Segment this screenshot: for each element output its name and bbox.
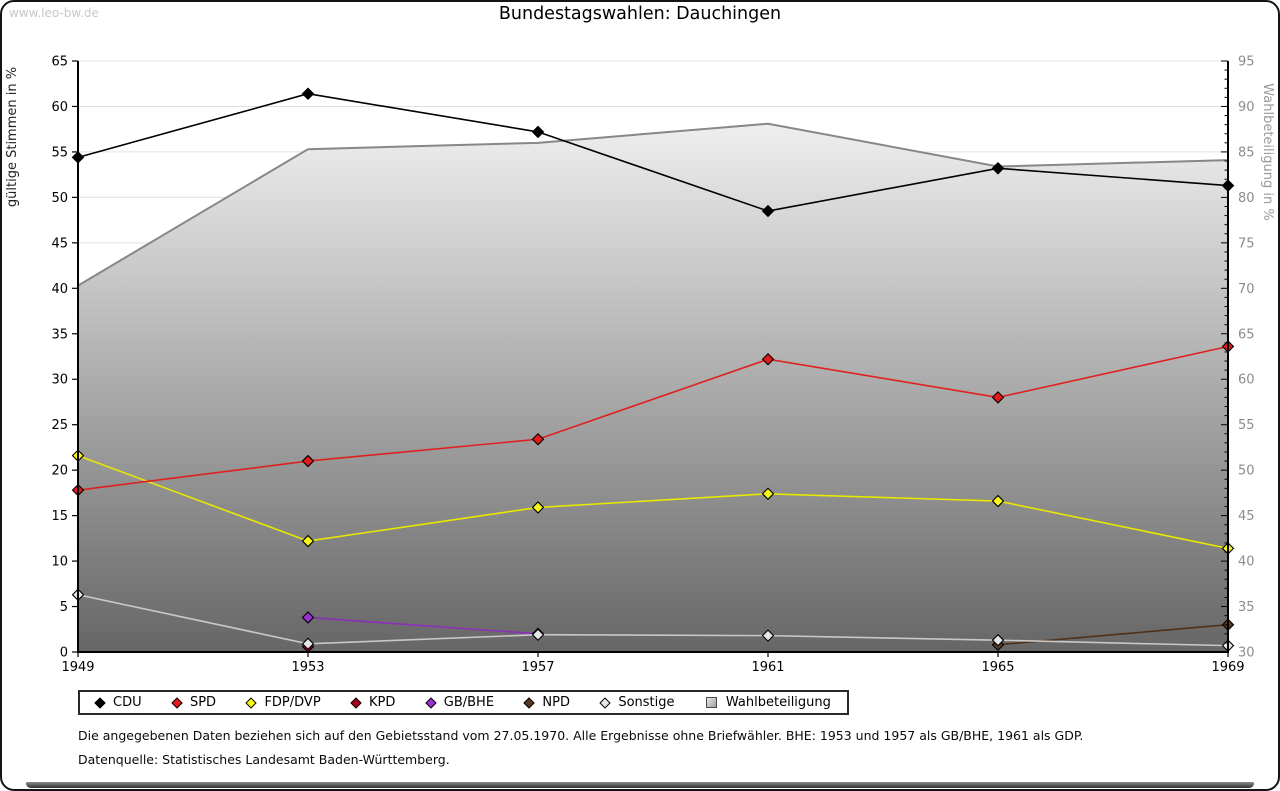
right-tick-label: 45	[1238, 509, 1255, 524]
left-tick-label: 35	[51, 327, 68, 342]
right-tick-label: 35	[1238, 600, 1255, 615]
x-tick-label-1965: 1965	[981, 660, 1014, 675]
participation-line	[77, 122, 1229, 287]
series-line-cdu	[77, 92, 1229, 212]
series-line-sonstige	[77, 593, 1229, 647]
data-point-fdp-dvp-1961	[761, 487, 775, 501]
data-point-spd-1953	[301, 454, 315, 468]
election-line-chart: 0 5 10 15 20 25 30 35 40 45 50 55 60 65 30 35 40 45 50 55 60…	[5, 55, 1275, 676]
right-tick-label: 65	[1238, 327, 1255, 342]
legend-item-sonstige: Sonstige	[599, 695, 675, 710]
left-tick-label: 10	[51, 555, 68, 570]
data-point-spd-1957	[531, 432, 545, 446]
legend-diamond-icon	[599, 696, 612, 709]
chart-title: Bundestagswahlen: Dauchingen	[498, 4, 782, 24]
right-tick-label: 85	[1238, 145, 1255, 160]
chart-legend: CDU SPD FDP/DVP KPD GB/BHE NPD Sonstige Wahlbet…	[78, 690, 849, 715]
data-point-fdp-dvp-1957	[531, 501, 545, 514]
data-point-sonstige-1965	[991, 633, 1005, 647]
x-tick-label-1949: 1949	[61, 660, 94, 675]
left-tick-label: 25	[51, 418, 68, 433]
data-point-cdu-1961	[761, 204, 775, 218]
right-tick-label: 30	[1238, 646, 1255, 661]
left-tick-label: 40	[51, 282, 68, 297]
legend-item-spd: SPD	[171, 695, 217, 710]
x-tick-label-1957: 1957	[521, 660, 554, 675]
data-point-spd-1961	[761, 352, 775, 366]
series-line-spd	[77, 345, 1229, 491]
left-tick-label: 50	[51, 191, 68, 206]
right-tick-label: 50	[1238, 464, 1255, 479]
data-point-cdu-1965	[991, 162, 1005, 175]
legend-diamond-icon	[523, 696, 536, 709]
right-tick-label: 75	[1238, 236, 1255, 251]
right-tick-label: 60	[1238, 373, 1255, 388]
left-tick-label: 45	[51, 236, 68, 251]
data-point-sonstige-1957	[531, 628, 545, 642]
series-line-gb-bhe	[307, 616, 539, 635]
x-tick-label-1969: 1969	[1211, 660, 1244, 675]
left-tick-label: 60	[51, 100, 68, 115]
right-tick-label: 90	[1238, 100, 1255, 115]
right-tick-label: 40	[1238, 555, 1255, 570]
left-tick-label: 30	[51, 373, 68, 388]
legend-item-kpd: KPD	[350, 695, 396, 710]
x-tick-label-1961: 1961	[751, 660, 784, 675]
legend-item-gb-bhe: GB/BHE	[425, 695, 495, 710]
left-axis-title: gültige Stimmen in %	[5, 67, 20, 207]
right-tick-label: 55	[1238, 418, 1255, 433]
left-tick-label: 0	[60, 646, 68, 661]
legend-item-cdu: CDU	[94, 695, 142, 710]
legend-item-npd: NPD	[523, 695, 570, 710]
left-tick-label: 5	[60, 600, 68, 615]
watermark-url: www.leo-bw.de	[9, 6, 99, 20]
legend-label: Sonstige	[618, 695, 675, 710]
series-line-fdp-dvp	[77, 454, 1229, 550]
legend-label: Wahlbeteiligung	[725, 695, 831, 710]
data-point-cdu-1953	[301, 87, 315, 101]
legend-diamond-icon	[94, 696, 106, 709]
data-point-fdp-dvp-1953	[301, 534, 315, 548]
footnote-datenquelle: Datenquelle: Statistisches Landesamt Bad…	[78, 752, 450, 767]
frame-bottom-bar	[26, 782, 1254, 788]
legend-square-icon	[705, 697, 717, 708]
footnote-gebietsstand: Die angegebenen Daten beziehen sich auf …	[78, 728, 1084, 743]
data-point-fdp-dvp-1965	[991, 494, 1005, 508]
left-tick-label: 65	[51, 55, 68, 70]
data-point-sonstige-1953	[301, 637, 315, 651]
legend-diamond-icon	[245, 696, 258, 709]
right-tick-label: 80	[1238, 191, 1255, 206]
legend-diamond-icon	[171, 696, 183, 709]
x-tick-label-1953: 1953	[291, 660, 324, 675]
right-tick-label: 95	[1238, 55, 1255, 70]
right-axis-title: Wahlbeteiligung in %	[1260, 83, 1275, 220]
legend-diamond-icon	[425, 696, 437, 709]
data-point-cdu-1957	[531, 125, 545, 139]
left-tick-label: 20	[51, 464, 68, 479]
legend-label: GB/BHE	[443, 695, 495, 710]
legend-label: CDU	[113, 695, 142, 710]
legend-label: FDP/DVP	[264, 695, 321, 710]
data-point-spd-1965	[991, 391, 1005, 404]
legend-label: NPD	[542, 695, 570, 710]
data-point-gb-bhe-1953	[301, 611, 315, 624]
left-tick-label: 15	[51, 509, 68, 524]
data-point-sonstige-1961	[761, 629, 775, 642]
left-tick-label: 55	[51, 145, 68, 160]
participation-area	[78, 123, 1228, 652]
legend-label: KPD	[369, 695, 396, 710]
legend-item-fdp-dvp: FDP/DVP	[245, 695, 321, 710]
legend-label: SPD	[189, 695, 217, 710]
legend-item-wahlbeteiligung: Wahlbeteiligung	[705, 695, 831, 710]
right-tick-label: 70	[1238, 282, 1255, 297]
legend-diamond-icon	[350, 696, 362, 709]
